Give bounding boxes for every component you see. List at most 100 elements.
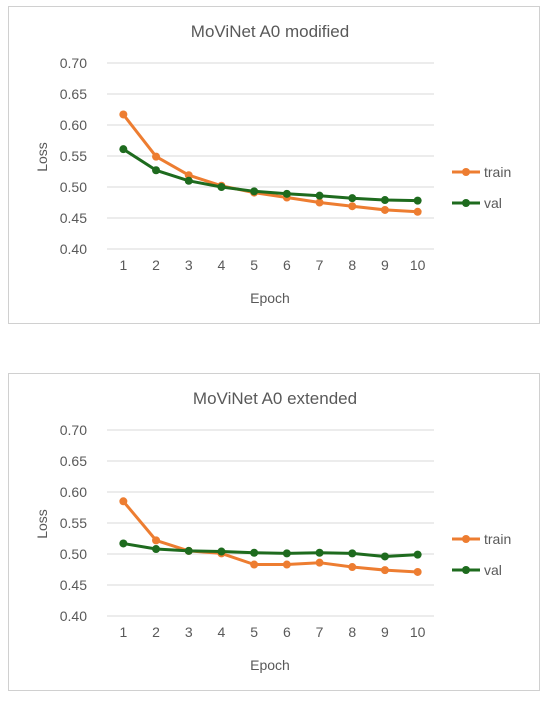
y-tick-label: 0.40 <box>60 608 87 624</box>
x-axis-title: Epoch <box>250 657 290 673</box>
data-point-val <box>152 166 161 175</box>
data-point-val <box>119 539 128 548</box>
x-axis-ticks: 1 2 3 4 5 6 7 8 9 10 <box>119 624 425 640</box>
chart-title: MoViNet A0 modified <box>191 22 349 41</box>
y-tick-label: 0.50 <box>60 179 87 195</box>
x-tick-label: 9 <box>381 257 389 273</box>
legend-marker-val <box>462 199 470 207</box>
x-tick-label: 5 <box>250 257 258 273</box>
y-tick-label: 0.65 <box>60 453 87 469</box>
legend-marker-val <box>462 566 470 574</box>
data-point-val <box>250 548 259 557</box>
legend-marker-train <box>462 168 470 176</box>
data-point-val <box>152 545 161 554</box>
data-point-val <box>380 196 389 205</box>
x-tick-label: 4 <box>218 624 226 640</box>
x-tick-label: 3 <box>185 624 193 640</box>
x-tick-label: 1 <box>119 624 127 640</box>
y-tick-label: 0.70 <box>60 55 87 71</box>
x-tick-label: 6 <box>283 624 291 640</box>
legend-marker-train <box>462 535 470 543</box>
y-tick-label: 0.50 <box>60 546 87 562</box>
data-point-train <box>152 152 161 161</box>
chart-2-svg: MoViNet A0 extended Loss Epoch 0.400.450… <box>34 389 511 673</box>
legend-label-val: val <box>484 562 502 578</box>
data-point-val <box>315 191 324 200</box>
gridlines <box>107 429 434 617</box>
data-point-val <box>184 176 193 185</box>
data-point-val <box>348 549 357 558</box>
x-tick-label: 2 <box>152 624 160 640</box>
x-tick-label: 7 <box>316 257 324 273</box>
plot-area <box>119 497 422 576</box>
data-point-train <box>348 563 357 572</box>
data-point-train <box>282 560 291 569</box>
plot-area <box>119 110 422 216</box>
x-tick-label: 10 <box>410 624 426 640</box>
data-point-val <box>380 552 389 561</box>
x-tick-label: 9 <box>381 624 389 640</box>
x-axis-ticks: 1 2 3 4 5 6 7 8 9 10 <box>119 257 425 273</box>
data-point-val <box>250 187 259 196</box>
data-point-train <box>413 207 422 216</box>
y-tick-label: 0.55 <box>60 148 87 164</box>
legend-label-train: train <box>484 164 511 180</box>
data-point-train <box>413 567 422 576</box>
y-tick-label: 0.45 <box>60 577 87 593</box>
y-tick-label: 0.45 <box>60 210 87 226</box>
legend: train val <box>452 164 511 211</box>
chart-1-svg: MoViNet A0 modified Loss Epoch 0.400.450… <box>34 22 511 306</box>
data-point-train <box>380 566 389 575</box>
data-point-val <box>282 189 291 198</box>
data-point-train <box>315 198 324 207</box>
legend-label-train: train <box>484 531 511 547</box>
y-axis-ticks: 0.40 0.45 0.50 0.55 0.60 0.65 0.70 <box>60 422 87 624</box>
chart-2: MoViNet A0 extended Loss Epoch 0.40 0.45 0… <box>8 373 540 691</box>
x-tick-label: 4 <box>218 257 226 273</box>
series-line-train <box>121 113 420 214</box>
y-axis-ticks: 0.40 0.45 0.50 0.55 0.60 0.65 0.70 <box>60 55 87 257</box>
data-point-val <box>413 550 422 559</box>
data-point-train <box>380 205 389 214</box>
x-tick-label: 8 <box>348 624 356 640</box>
data-point-val <box>119 145 128 154</box>
y-tick-label: 0.65 <box>60 86 87 102</box>
gridlines <box>107 62 434 250</box>
series-line-val <box>121 147 420 203</box>
x-tick-label: 2 <box>152 257 160 273</box>
x-tick-label: 7 <box>316 624 324 640</box>
data-point-val <box>348 194 357 203</box>
legend: train val <box>452 531 511 578</box>
x-tick-label: 6 <box>283 257 291 273</box>
data-point-train <box>348 202 357 211</box>
chart-title: MoViNet A0 extended <box>193 389 357 408</box>
x-tick-label: 3 <box>185 257 193 273</box>
series-line-train <box>121 499 420 574</box>
y-tick-label: 0.70 <box>60 422 87 438</box>
data-point-val <box>217 183 226 191</box>
data-point-train <box>315 558 324 567</box>
y-tick-label: 0.60 <box>60 484 87 500</box>
x-tick-label: 5 <box>250 624 258 640</box>
y-axis-title: Loss <box>34 142 50 172</box>
y-tick-label: 0.60 <box>60 117 87 133</box>
data-point-val <box>315 548 324 557</box>
data-point-train <box>250 560 259 569</box>
y-axis-title: Loss <box>34 509 50 539</box>
y-tick-label: 0.40 <box>60 241 87 257</box>
x-tick-label: 1 <box>119 257 127 273</box>
data-point-train <box>184 171 193 180</box>
x-tick-label: 8 <box>348 257 356 273</box>
series-line-val <box>121 542 420 558</box>
chart-1: MoViNet A0 modified Loss Epoch 0.40 0.45 0… <box>8 6 540 324</box>
data-point-train <box>152 536 161 545</box>
x-axis-title: Epoch <box>250 290 290 306</box>
y-tick-label: 0.55 <box>60 515 87 531</box>
data-point-val <box>413 196 422 205</box>
data-point-train <box>119 110 128 119</box>
data-point-train <box>119 497 128 506</box>
legend-label-val: val <box>484 195 502 211</box>
data-point-val <box>217 547 226 556</box>
x-tick-label: 10 <box>410 257 426 273</box>
data-point-val <box>184 546 193 555</box>
